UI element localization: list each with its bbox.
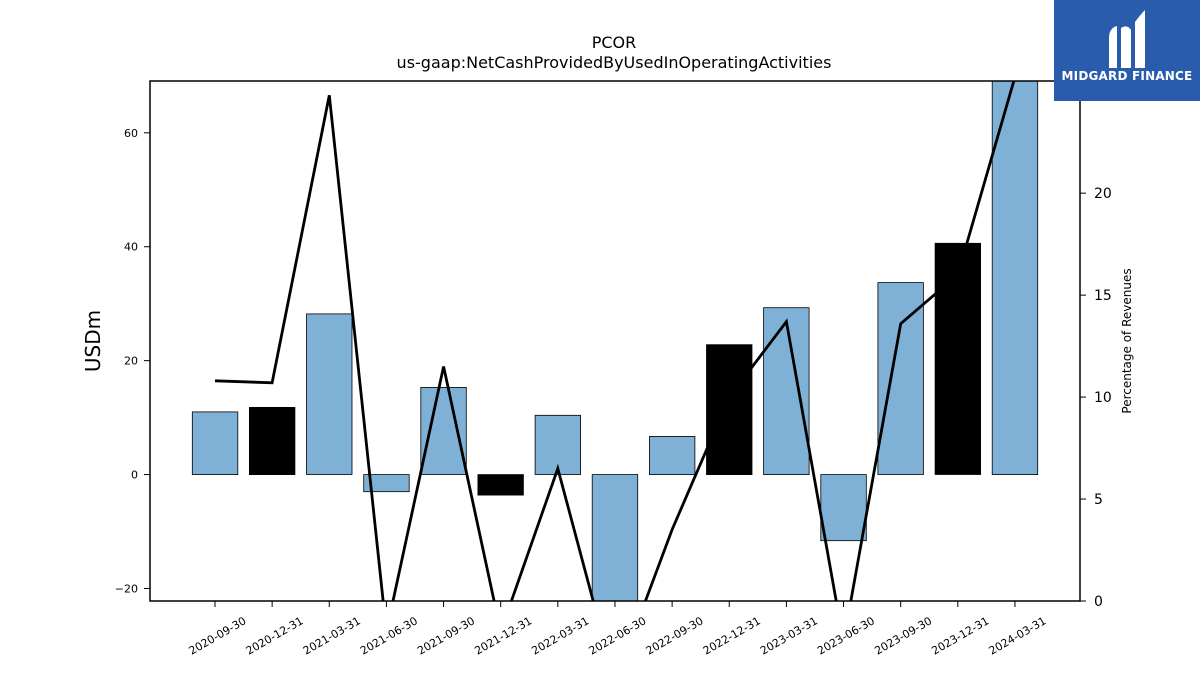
y-tick-label: 20 xyxy=(124,355,138,368)
y-tick-label: 60 xyxy=(124,127,138,140)
y2-tick-label: 10 xyxy=(1094,390,1112,406)
bar xyxy=(763,307,810,476)
logo-text: MIDGARD FINANCE xyxy=(1061,69,1193,83)
bar xyxy=(591,474,639,601)
bar xyxy=(649,435,696,475)
x-tick-label: 2021-06-30 xyxy=(358,614,420,657)
y2-axis-label: Percentage of Revenues xyxy=(1120,268,1134,413)
y2-tick-label: 0 xyxy=(1094,594,1103,610)
x-tick-label: 2021-12-31 xyxy=(472,614,534,657)
midgard-finance-logo: MIDGARD FINANCE xyxy=(1054,0,1200,101)
x-tick-label: 2024-03-31 xyxy=(987,614,1049,657)
bar xyxy=(477,474,524,496)
y2-tick-label: 20 xyxy=(1094,186,1112,202)
y2-tick-label: 15 xyxy=(1094,288,1112,304)
x-tick-label: 2020-12-31 xyxy=(244,614,306,657)
bar xyxy=(820,474,867,542)
y-tick-label: 40 xyxy=(124,241,138,254)
plot-frame xyxy=(149,80,1081,602)
x-tick-label: 2022-06-30 xyxy=(587,614,649,657)
bar xyxy=(420,386,467,475)
plot-area xyxy=(191,81,1039,601)
y-axis-label: USDm xyxy=(81,310,105,372)
x-tick-label: 2022-09-30 xyxy=(644,614,706,657)
x-tick-label: 2023-12-31 xyxy=(929,614,991,657)
chart-title: PCOR xyxy=(592,33,637,52)
bar xyxy=(706,344,753,476)
x-tick-label: 2023-09-30 xyxy=(872,614,934,657)
series-line xyxy=(214,81,1016,601)
bar xyxy=(248,406,296,475)
x-tick-label: 2021-03-31 xyxy=(301,614,363,657)
midgard-logo-icon xyxy=(1109,10,1145,68)
bar xyxy=(306,313,353,475)
bar xyxy=(877,282,924,475)
bar xyxy=(991,81,1039,476)
x-tick-label: 2022-12-31 xyxy=(701,614,763,657)
x-tick-label: 2022-03-31 xyxy=(529,614,591,657)
x-tick-label: 2021-09-30 xyxy=(415,614,477,657)
x-tick-label: 2020-09-30 xyxy=(187,614,249,657)
x-tick-label: 2023-06-30 xyxy=(815,614,877,657)
bar xyxy=(363,474,410,493)
bar xyxy=(934,242,981,475)
chart-subtitle: us-gaap:NetCashProvidedByUsedInOperating… xyxy=(397,53,832,72)
y2-tick-label: 5 xyxy=(1094,492,1103,508)
bar xyxy=(191,411,239,475)
y-tick-label: −20 xyxy=(115,582,138,595)
y-tick-label: 0 xyxy=(131,469,138,482)
x-tick-label: 2023-03-31 xyxy=(758,614,820,657)
